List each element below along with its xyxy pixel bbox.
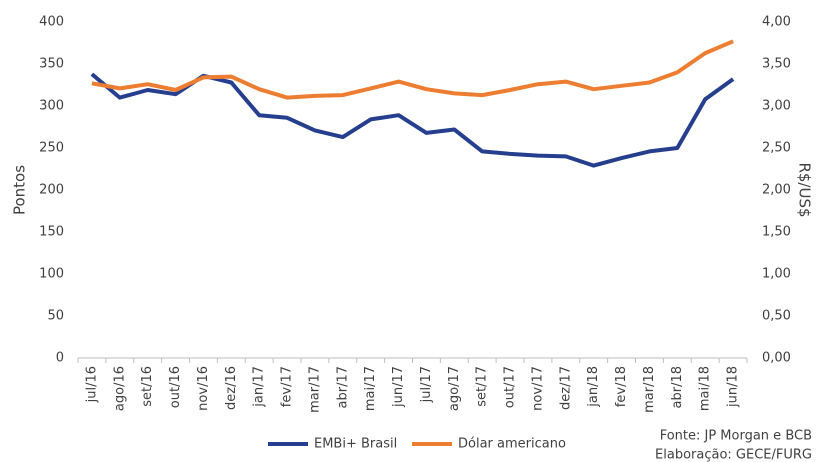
x-tick-label: nov/16 <box>196 366 211 411</box>
line-series <box>91 39 734 100</box>
x-tick-label: set/17 <box>475 366 490 407</box>
y-tick-label: 350 <box>39 57 64 72</box>
x-tick-label: jan/18 <box>586 366 601 408</box>
x-tick-label: out/17 <box>503 366 518 408</box>
x-tick-label: mai/18 <box>698 366 713 411</box>
x-tick-label: mai/17 <box>363 366 378 411</box>
y-tick-label: 50 <box>47 309 64 324</box>
y2-tick-label: 2,50 <box>762 141 791 156</box>
x-tick-label: jul/16 <box>84 366 99 403</box>
y2-axis-title: R$/US$ <box>796 162 814 217</box>
x-tick-label: dez/16 <box>224 366 239 410</box>
y2-tick-label: 0,00 <box>762 351 791 366</box>
y-tick-label: 250 <box>39 141 64 156</box>
y-axis-title: Pontos <box>11 165 29 215</box>
y2-tick-label: 0,50 <box>762 309 791 324</box>
line-series <box>90 72 735 168</box>
x-tick-label: mar/18 <box>642 366 657 413</box>
x-tick-label: fev/18 <box>614 366 629 407</box>
annotation: Elaboração: GECE/FURG <box>655 448 812 462</box>
x-tick-label: fev/17 <box>280 366 295 407</box>
x-tick-label: jan/17 <box>252 366 267 408</box>
y2-tick-label: 3,50 <box>762 57 791 72</box>
y-tick-label: 150 <box>39 225 64 240</box>
annotation: Fonte: JP Morgan e BCB <box>660 429 812 444</box>
y-tick-label: 400 <box>39 15 64 30</box>
y-tick-label: 100 <box>39 267 64 282</box>
legend-label: EMBi+ Brasil <box>314 437 397 452</box>
x-tick-label: dez/17 <box>558 366 573 410</box>
legend-label: Dólar americano <box>458 437 566 452</box>
y2-tick-label: 2,00 <box>762 183 791 198</box>
y-tick-label: 300 <box>39 99 64 114</box>
x-tick-label: abr/17 <box>335 366 350 409</box>
x-tick-label: out/16 <box>168 366 183 408</box>
y2-tick-label: 1,00 <box>762 267 791 282</box>
x-tick-label: abr/18 <box>670 366 685 409</box>
x-tick-label: ago/16 <box>112 366 127 411</box>
x-tick-label: jun/17 <box>391 366 406 408</box>
x-tick-label: jul/17 <box>419 366 434 403</box>
x-tick-label: set/16 <box>140 366 155 407</box>
x-tick-label: jun/18 <box>726 366 741 408</box>
y2-tick-label: 4,00 <box>762 15 791 30</box>
y2-tick-label: 1,50 <box>762 225 791 240</box>
x-tick-label: nov/17 <box>530 366 545 411</box>
y2-tick-label: 3,00 <box>762 99 791 114</box>
y-tick-label: 0 <box>56 351 64 366</box>
y-tick-label: 200 <box>39 183 64 198</box>
x-tick-label: ago/17 <box>447 366 462 411</box>
x-tick-label: mar/17 <box>307 366 322 413</box>
